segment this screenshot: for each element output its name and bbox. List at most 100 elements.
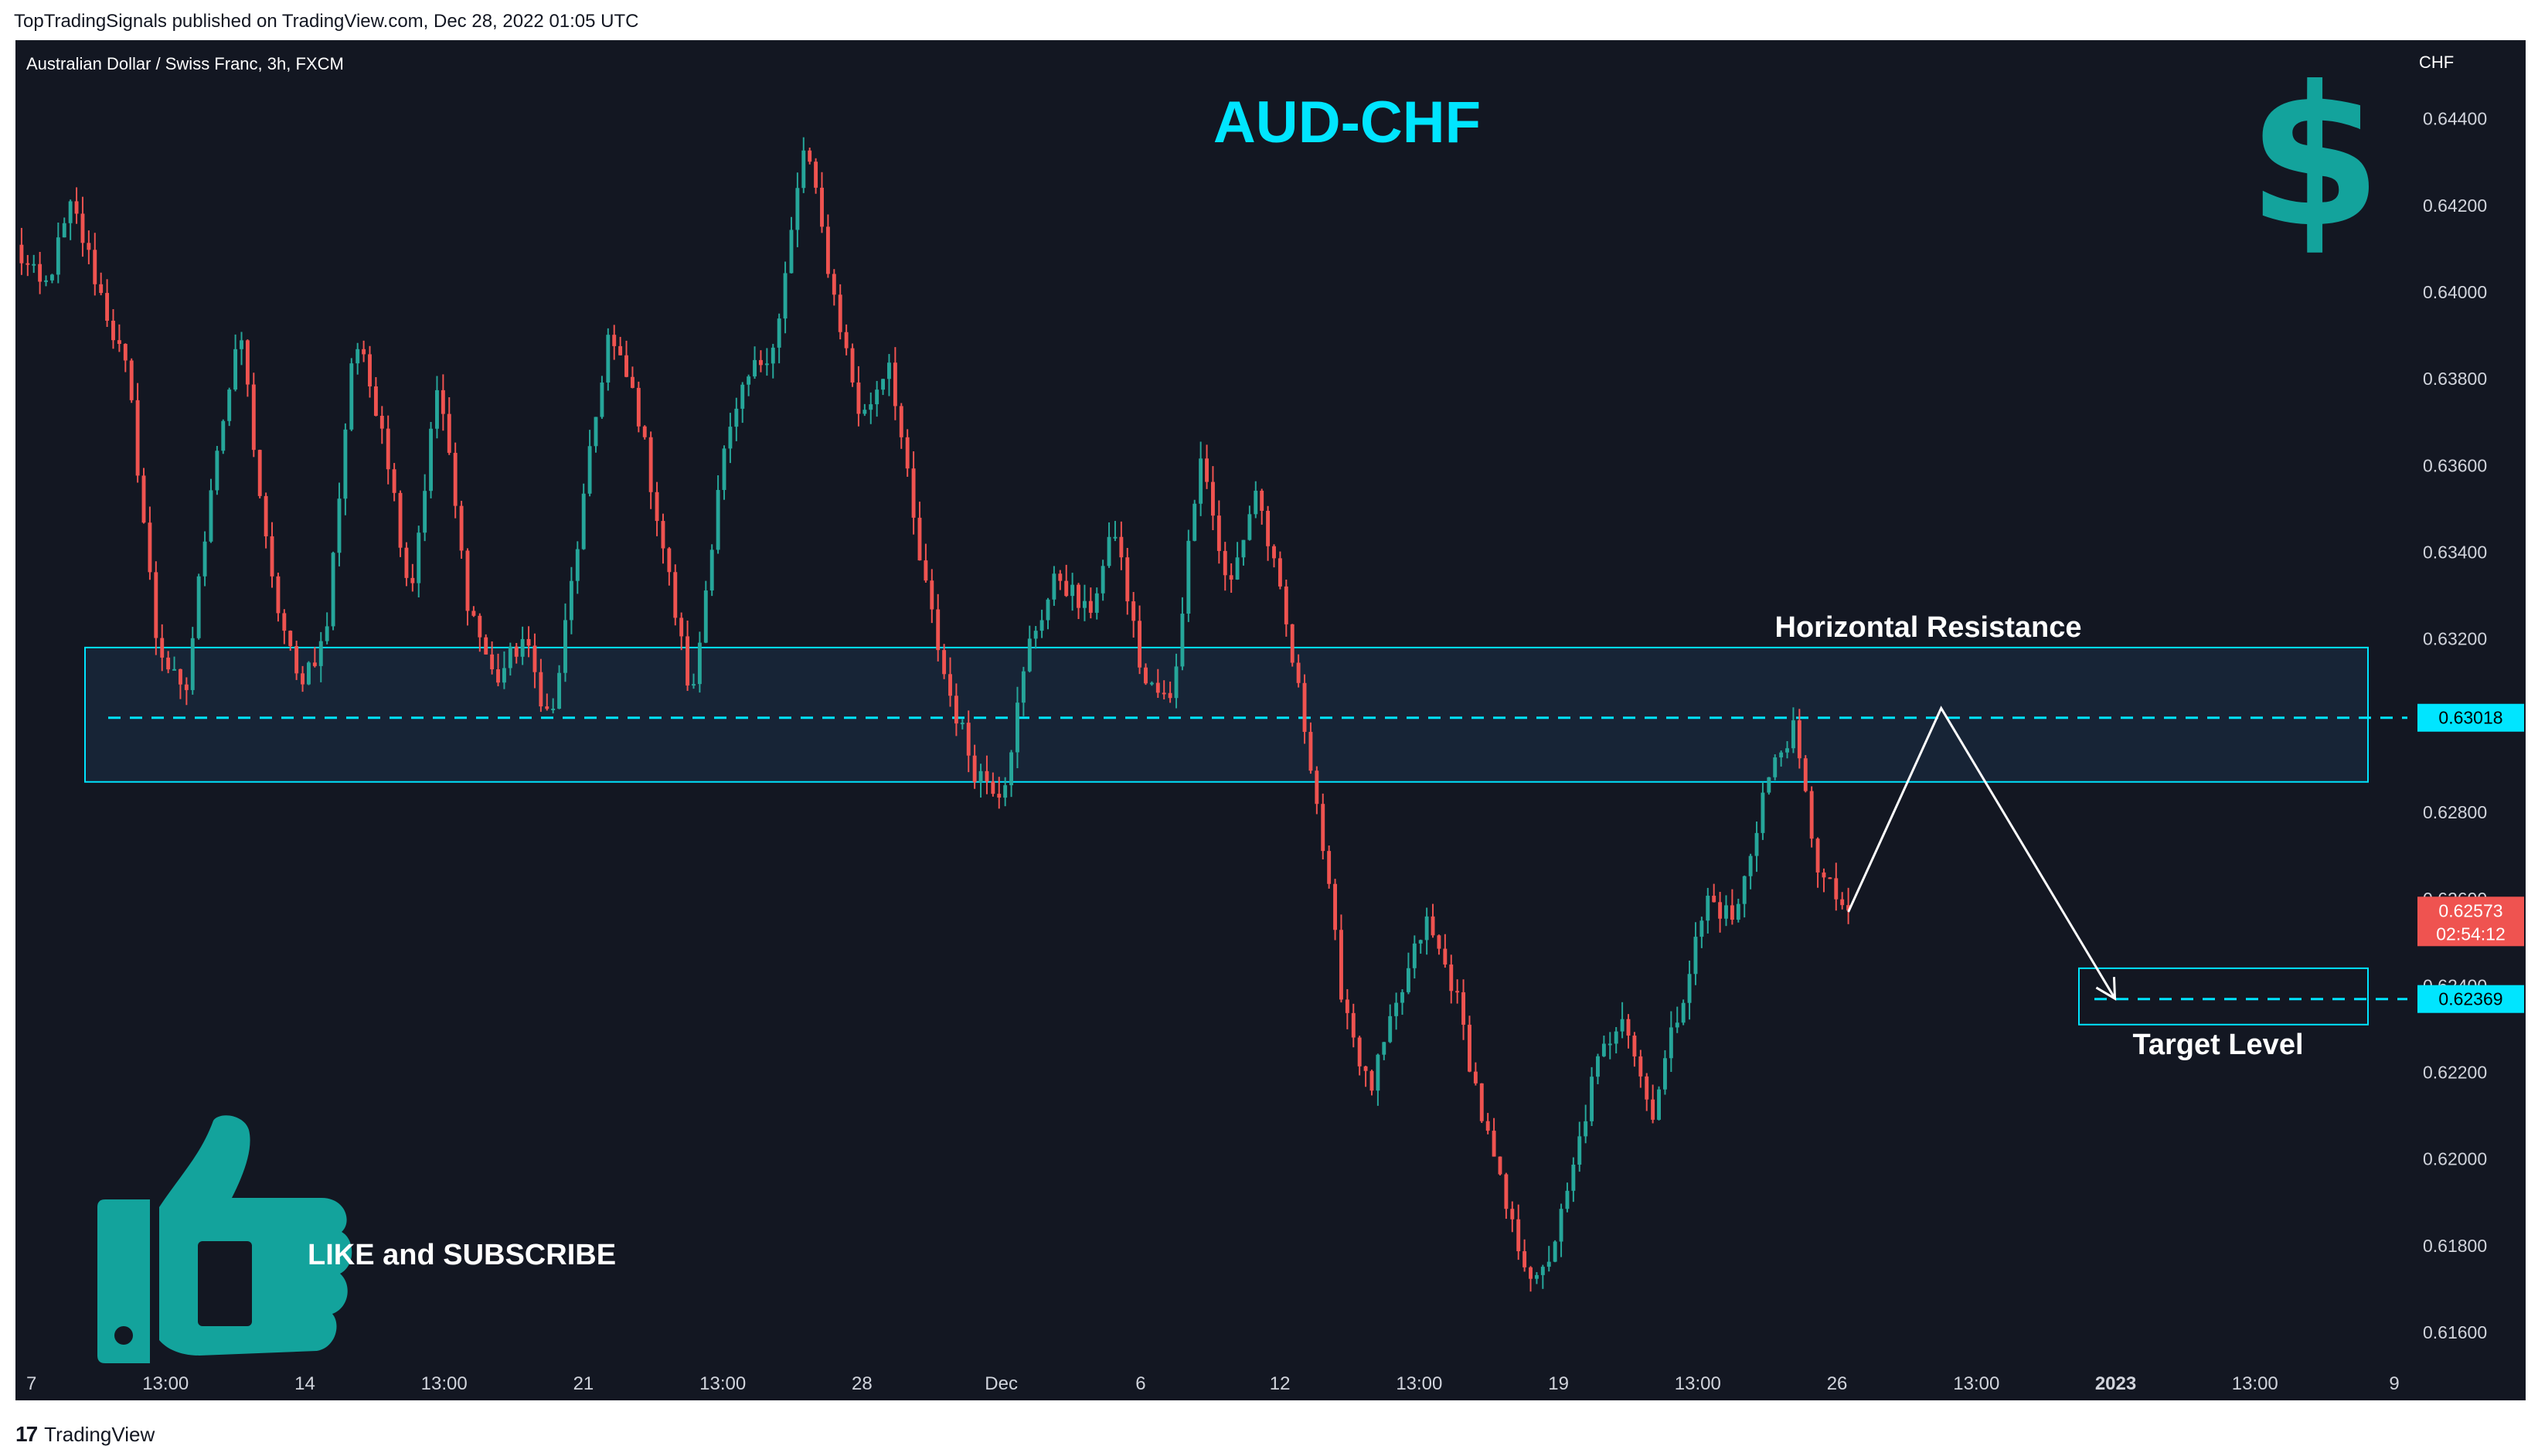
candle [1485, 1113, 1490, 1135]
target-price-badge-text: 0.62369 [2438, 989, 2502, 1009]
x-tick-label: 13:00 [142, 1373, 189, 1394]
candle [1724, 895, 1728, 927]
candle [618, 336, 623, 355]
last-price-badge [2417, 896, 2524, 947]
candle [734, 397, 739, 441]
candle [1706, 887, 1710, 934]
candle [551, 698, 556, 714]
candle [869, 392, 873, 424]
candle [838, 284, 842, 340]
candle [1449, 954, 1454, 1004]
x-tick-label: 9 [2389, 1373, 2399, 1394]
candle [1119, 521, 1124, 570]
candle [648, 431, 653, 509]
candle [887, 354, 891, 396]
candle [1718, 892, 1723, 933]
candle [270, 522, 274, 588]
candle [1773, 754, 1778, 781]
candle [294, 641, 299, 680]
x-tick-label: 13:00 [1953, 1373, 1999, 1394]
candle [93, 233, 97, 296]
candle [1021, 666, 1026, 716]
candle [936, 594, 941, 662]
candle [1302, 674, 1307, 744]
candle [1400, 989, 1404, 1015]
candle [1443, 934, 1448, 968]
x-tick-label: 2023 [2095, 1373, 2136, 1394]
candle [581, 483, 586, 550]
symbol-line: Australian Dollar / Swiss Franc, 3h, FXC… [26, 54, 344, 73]
candle [331, 551, 335, 631]
candle [1571, 1157, 1576, 1203]
x-tick-label: 28 [852, 1373, 873, 1394]
candle [459, 501, 464, 559]
candle [1754, 822, 1759, 873]
candle [557, 665, 562, 709]
candle [1199, 441, 1203, 516]
projection-path[interactable] [1847, 706, 2116, 999]
candle [1003, 777, 1008, 807]
projection-arrowhead-icon [2095, 977, 2117, 1001]
y-tick-label: 0.61600 [2423, 1322, 2487, 1342]
resistance-price-badge-text: 0.63018 [2438, 708, 2502, 728]
candle [202, 531, 207, 587]
candle [1308, 722, 1313, 774]
candle [1779, 750, 1784, 767]
candle [1101, 560, 1105, 601]
candle [99, 272, 104, 296]
candle [893, 347, 897, 420]
candle [368, 345, 372, 398]
candle [1546, 1246, 1551, 1272]
candlestick-chart[interactable]: Horizontal Resistance Target Level 0.6440… [15, 40, 2526, 1400]
candle [1180, 597, 1185, 671]
candle [942, 644, 947, 679]
candle [917, 502, 922, 561]
target-label: Target Level [2132, 1029, 2303, 1061]
x-tick-label: 13:00 [421, 1373, 468, 1394]
candle [502, 651, 506, 689]
candle [1699, 917, 1704, 948]
candle [154, 561, 158, 655]
candle [1094, 587, 1099, 620]
candle [686, 620, 690, 692]
x-tick-label: 21 [573, 1373, 594, 1394]
footer-brand[interactable]: TradingView [44, 1422, 155, 1446]
candle [587, 430, 592, 497]
candle [747, 374, 751, 396]
candle [881, 379, 886, 396]
candle [1736, 898, 1740, 923]
candle [379, 406, 384, 444]
candle [545, 693, 549, 711]
x-tick-label: 12 [1270, 1373, 1291, 1394]
candle [282, 609, 287, 645]
candle [844, 324, 849, 355]
candle [1418, 939, 1423, 954]
candle [703, 580, 708, 644]
candle [1327, 845, 1332, 889]
candle [978, 764, 983, 798]
candle [343, 423, 348, 515]
candle [32, 254, 36, 274]
candle [1638, 1049, 1643, 1088]
tradingview-logo-icon: 17 [15, 1422, 38, 1446]
candle [1345, 988, 1349, 1029]
candle [1363, 1066, 1368, 1087]
candle [1088, 587, 1093, 619]
candle [825, 214, 830, 278]
candle [1791, 707, 1795, 754]
chart-frame[interactable]: Horizontal Resistance Target Level 0.6440… [15, 40, 2526, 1400]
last-price-text: 0.62573 [2438, 900, 2502, 920]
candle [1492, 1118, 1496, 1157]
candle [74, 187, 79, 224]
candle [1840, 892, 1845, 910]
candle [1046, 597, 1050, 630]
candle [453, 442, 458, 519]
candle [801, 137, 806, 193]
candle [1016, 686, 1019, 769]
candle [301, 665, 305, 692]
candle [728, 413, 733, 464]
target-zone[interactable] [2078, 967, 2369, 1026]
candle [709, 544, 714, 597]
candle [1412, 935, 1417, 979]
resistance-zone[interactable] [84, 646, 2369, 783]
